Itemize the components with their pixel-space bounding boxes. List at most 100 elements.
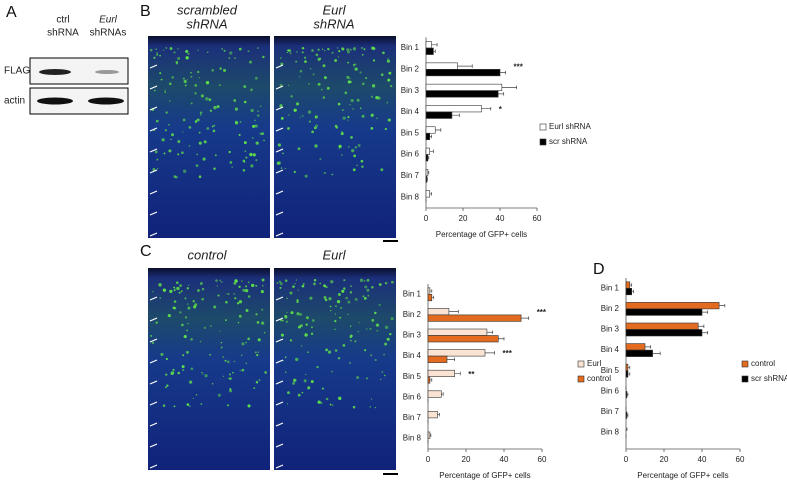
gfp-cell: [256, 47, 259, 49]
gfp-cell: [173, 175, 177, 178]
gfp-cell: [238, 47, 242, 51]
gfp-cell: [341, 289, 345, 293]
gfp-cell: [233, 360, 236, 363]
gfp-cell: [178, 291, 181, 294]
legend-label: control: [751, 359, 775, 368]
gfp-cell: [286, 297, 288, 300]
error-bar: [451, 113, 460, 117]
gfp-cell: [159, 72, 162, 75]
gfp-cell: [337, 357, 341, 360]
gfp-cell: [263, 332, 266, 334]
gfp-cell: [287, 49, 290, 52]
bin-marker: [275, 401, 284, 406]
gfp-cell: [309, 68, 312, 70]
gfp-cell: [164, 89, 166, 91]
gfp-cell: [322, 96, 326, 99]
gfp-cell: [186, 403, 190, 406]
error-bar: [429, 378, 433, 382]
gfp-cell: [350, 136, 353, 139]
legend-swatch: [539, 123, 547, 131]
gfp-cell: [190, 337, 193, 341]
gfp-cell: [257, 114, 260, 117]
gfp-cell: [182, 369, 185, 371]
gfp-cell: [376, 329, 379, 332]
gfp-cell: [219, 330, 221, 332]
gfp-cell: [257, 338, 261, 342]
gfp-cell: [322, 64, 326, 68]
gfp-cell: [242, 288, 246, 292]
gfp-cell: [179, 284, 182, 287]
gfp-cell: [152, 168, 156, 171]
category-label: Bin 3: [401, 86, 420, 95]
gfp-cell: [238, 300, 243, 304]
gfp-cell: [233, 292, 236, 295]
gfp-cell: [228, 57, 231, 59]
gfp-cell: [354, 63, 357, 66]
gfp-cell: [349, 48, 352, 51]
error-bar: [501, 85, 517, 90]
gfp-cell: [177, 371, 181, 375]
gfp-cell: [238, 133, 241, 136]
gfp-cell: [176, 286, 180, 291]
blot-row: FLAG: [4, 66, 30, 77]
blot-column: ctrl: [56, 15, 69, 26]
bar: [625, 363, 629, 372]
gfp-cell: [371, 84, 376, 88]
gfp-cell: [311, 319, 315, 322]
gfp-cell: [220, 346, 223, 349]
error-bar: [426, 177, 428, 181]
gfp-cell: [286, 51, 289, 54]
gfp-cell: [324, 50, 326, 52]
gfp-cell: [352, 47, 357, 51]
gfp-cell: [347, 119, 349, 121]
x-tick-label: 40: [496, 214, 505, 223]
gfp-cell: [334, 320, 337, 323]
gfp-cell: [177, 56, 181, 60]
gfp-cell: [331, 51, 334, 55]
x-tick-label: 60: [736, 455, 745, 464]
gfp-cell: [284, 356, 287, 359]
gfp-cell: [352, 405, 356, 409]
gfp-cell: [301, 284, 305, 288]
gfp-cell: [207, 51, 209, 53]
error-bar: [441, 392, 444, 396]
gfp-cell: [241, 354, 243, 356]
gfp-cell: [188, 284, 190, 286]
x-tick-label: 40: [698, 455, 707, 464]
error-bar: [429, 134, 432, 139]
static-layer: A B C D ctrl shRNA Eurl shRNAs FLAG acti…: [4, 2, 605, 475]
gfp-cell: [161, 138, 165, 142]
bar: [427, 308, 450, 316]
gfp-cell: [346, 75, 350, 79]
gfp-cell: [208, 98, 212, 102]
gfp-cell: [241, 280, 243, 282]
gfp-cell: [164, 91, 167, 93]
gfp-cell: [384, 127, 388, 131]
gfp-cell: [224, 359, 227, 362]
gfp-cell: [324, 298, 328, 302]
bar: [427, 431, 431, 439]
gfp-cell: [198, 131, 201, 134]
bin-marker: [275, 64, 284, 69]
gfp-cell: [345, 296, 348, 300]
gfp-cell: [331, 404, 334, 407]
gfp-cell: [194, 84, 197, 87]
gfp-cell: [255, 159, 258, 162]
category-label: Bin 7: [401, 171, 420, 180]
bin-marker: [149, 401, 158, 406]
error-bar: [719, 303, 726, 308]
gfp-cell: [228, 373, 231, 376]
gfp-cell: [384, 374, 386, 377]
gfp-cell: [247, 50, 250, 53]
gfp-cell: [334, 313, 337, 315]
gfp-cell: [321, 48, 324, 50]
gfp-cell: [253, 387, 256, 390]
gfp-cell: [263, 139, 265, 142]
gfp-cell: [172, 306, 176, 310]
gfp-cell: [315, 53, 319, 57]
gfp-cell: [188, 126, 192, 129]
gfp-cell: [205, 81, 210, 85]
category-label: Bin 3: [601, 325, 620, 334]
gfp-cell: [383, 353, 386, 356]
bar: [427, 376, 431, 384]
